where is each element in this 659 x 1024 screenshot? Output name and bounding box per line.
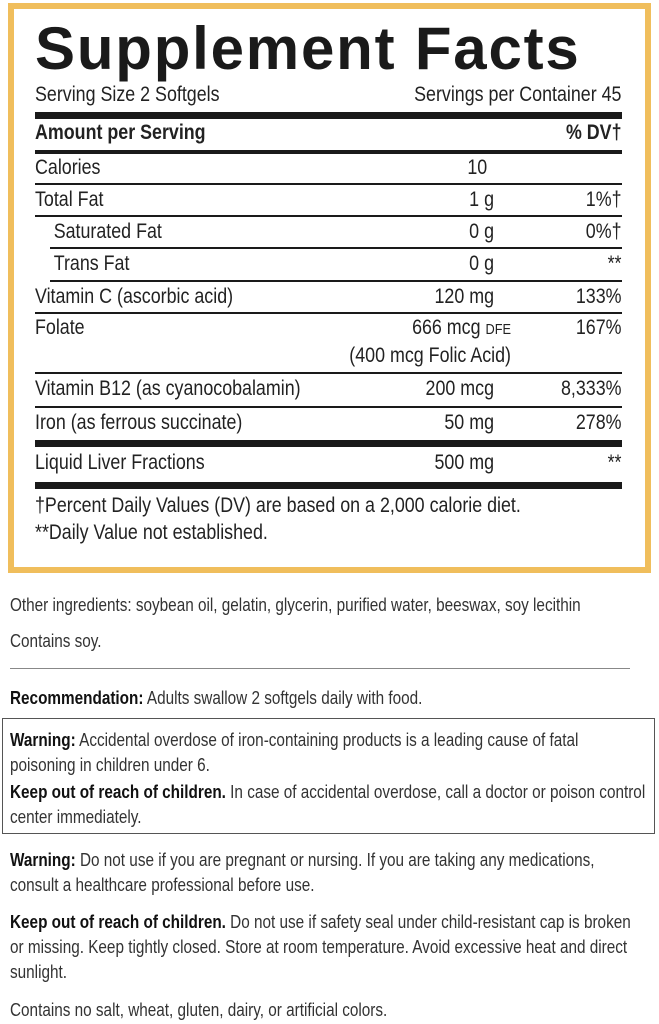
panel-title: Supplement Facts [35, 15, 581, 82]
divider [35, 215, 622, 217]
table-row: Folate 666 mcg DFE (400 mcg Folic Acid) 167… [35, 315, 622, 367]
warning-label: Warning: [10, 850, 76, 870]
nutrient-name: Calories [35, 156, 101, 179]
nutrient-name: Vitamin C (ascorbic acid) [35, 285, 234, 308]
nutrient-dv: 0%† [585, 220, 622, 243]
nutrient-amount: 10 [467, 156, 488, 179]
table-row: Iron (as ferrous succinate) 50 mg 278% [35, 410, 622, 436]
allergen-statement: Contains soy. [10, 631, 102, 651]
table-row: Vitamin C (ascorbic acid) 120 mg 133% [35, 284, 622, 310]
footnote-dv: †Percent Daily Values (DV) are based on … [35, 494, 521, 517]
nutrient-dv: 8,333% [560, 377, 622, 400]
nutrient-dv: ** [607, 451, 622, 474]
nutrient-dv: 278% [575, 411, 622, 434]
nutrient-name: Iron (as ferrous succinate) [35, 411, 243, 434]
warning-text: Do not use if you are pregnant or nursin… [10, 850, 595, 895]
servings-per-container: Servings per Container 45 [414, 83, 622, 106]
table-row: Calories 10 [35, 155, 622, 181]
free-from-statement: Contains no salt, wheat, gluten, dairy, … [10, 1000, 388, 1020]
nutrient-dv: 1%† [585, 188, 622, 211]
divider [50, 280, 622, 282]
nutrient-name: Vitamin B12 (as cyanocobalamin) [35, 377, 301, 400]
divider [35, 372, 622, 374]
serving-size: Serving Size 2 Softgels [35, 83, 220, 106]
warning-label: Warning: [10, 730, 76, 750]
keep-out-label: Keep out of reach of children. [10, 782, 226, 802]
table-row: Saturated Fat 0 g 0%† [54, 219, 622, 245]
nutrient-amount: 0 g [469, 252, 494, 275]
header-dv: % DV† [565, 121, 622, 144]
keep-out-label: Keep out of reach of children. [10, 912, 226, 932]
warning-text: Accidental overdose of iron-containing p… [10, 730, 579, 775]
nutrient-amount: 0 g [469, 220, 494, 243]
table-row: Vitamin B12 (as cyanocobalamin) 200 mcg 8,… [35, 376, 622, 402]
header-amount: Amount per Serving [35, 121, 206, 144]
serving-info: Serving Size 2 Softgels Servings per Con… [35, 82, 622, 108]
table-header: Amount per Serving % DV† [35, 120, 622, 146]
iron-warning: Warning: Accidental overdose of iron-con… [10, 728, 648, 778]
divider [35, 482, 622, 489]
recommendation-text: Adults swallow 2 softgels daily with foo… [143, 688, 423, 708]
divider [35, 112, 622, 119]
divider [35, 440, 622, 447]
nutrient-name: Folate [35, 316, 85, 339]
nutrient-amount: 500 mg [434, 451, 494, 474]
table-row: Total Fat 1 g 1%† [35, 187, 622, 213]
divider [50, 247, 622, 249]
nutrient-amount: 200 mcg [425, 377, 494, 400]
nutrient-amount: 666 mcg [412, 316, 481, 339]
nutrient-name: Total Fat [35, 188, 104, 211]
keep-out-text: In case of accidental overdose, call a d… [10, 782, 646, 827]
nutrient-name: Liquid Liver Fractions [35, 451, 205, 474]
footnote-not-established: **Daily Value not established. [35, 521, 268, 544]
storage-warning: Keep out of reach of children. Do not us… [10, 910, 648, 985]
recommendation: Recommendation: Adults swallow 2 softgel… [10, 686, 656, 711]
other-ingredients: Other ingredients: soybean oil, gelatin,… [10, 595, 581, 615]
amount-suffix: DFE [485, 321, 512, 338]
iron-keep-out: Keep out of reach of children. In case o… [10, 780, 648, 830]
divider [35, 183, 622, 185]
iron-warning-box [2, 718, 655, 834]
nutrient-name: Saturated Fat [53, 220, 162, 243]
nutrient-dv: 133% [575, 285, 622, 308]
divider [35, 406, 622, 408]
nutrient-dv: 167% [575, 316, 622, 339]
supplement-facts-panel [8, 3, 651, 573]
divider [35, 312, 622, 314]
divider [10, 668, 630, 669]
table-row: Liquid Liver Fractions 500 mg ** [35, 450, 622, 476]
amount-note: (400 mcg Folic Acid) [349, 344, 511, 367]
recommendation-label: Recommendation: [10, 688, 144, 708]
table-row: Trans Fat 0 g ** [54, 251, 622, 277]
pregnancy-warning: Warning: Do not use if you are pregnant … [10, 848, 614, 898]
keep-out-text: Do not use if safety seal under child-re… [10, 912, 631, 982]
nutrient-amount: 50 mg [444, 411, 494, 434]
nutrient-amount: 1 g [469, 188, 494, 211]
divider [35, 150, 622, 154]
nutrient-name: Trans Fat [53, 252, 130, 275]
nutrient-dv: ** [607, 252, 622, 275]
nutrient-amount: 120 mg [434, 285, 494, 308]
